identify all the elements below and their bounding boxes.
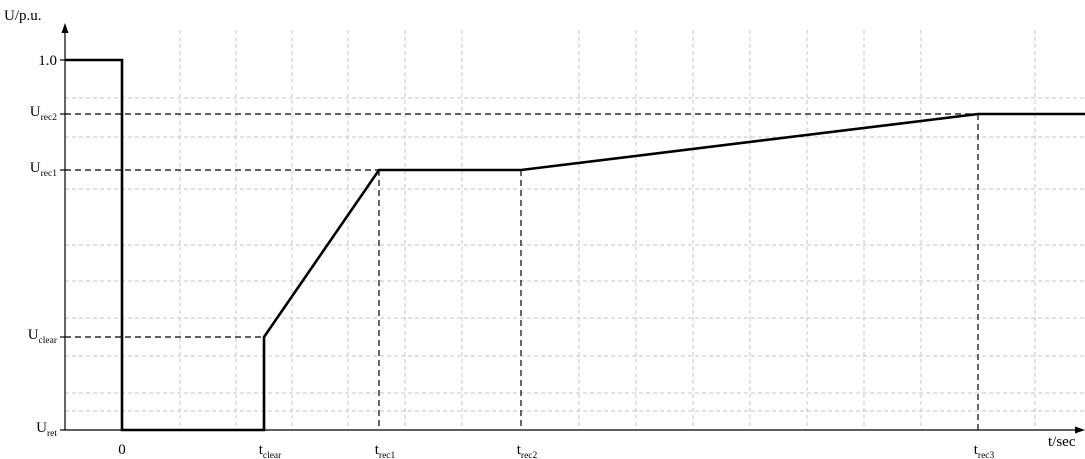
x-tick-label-t_rec2-sub: rec2 [521,451,538,459]
y-tick-label-U_rec1-main: U [30,160,41,176]
x-tick-label-t0-main: 0 [118,442,126,458]
y-tick-label-U_ret: Uret [36,420,57,439]
x-tick-label-t_clear-main: t [259,442,264,458]
x-tick-label-t_rec1-main: t [375,442,380,458]
guide-lines [65,113,979,430]
x-tick-label-t_rec1-sub: rec1 [379,451,396,459]
y-tick-label-U_rec2-main: U [30,104,41,120]
series-layer [65,58,1085,432]
y-tick-label-U_clear-main: U [28,327,39,343]
y-tick-label-U_rec1-sub: rec1 [41,169,58,179]
y-tick-label-U_1-main: 1.0 [38,53,57,69]
y-tick-label-U_clear: Uclear [28,327,58,346]
x-axis-title: t/sec [1048,434,1076,450]
x-tick-label-t_rec2: trec2 [517,442,538,459]
gridlines [65,30,1085,430]
y-tick-label-U_ret-main: U [36,420,47,436]
y-tick-label-U_1: 1.0 [38,53,57,69]
y-tick-label-U_rec2-sub: rec2 [41,113,58,123]
x-tick-label-t_rec3: trec3 [974,442,995,459]
x-tick-label-t_clear: tclear [259,442,282,459]
x-axis-arrowhead [1075,426,1085,434]
x-tick-label-t_rec2-main: t [517,442,522,458]
x-tick-label-t_rec1: trec1 [375,442,396,459]
x-tick-label-t0: 0 [118,442,126,458]
y-tick-label-U_ret-sub: ret [47,429,57,439]
y-axis-title: U/p.u. [4,8,42,24]
x-tick-label-t_clear-sub: clear [263,451,282,459]
x-tick-label-t_rec3-main: t [974,442,979,458]
y-tick-label-U_rec1: Urec1 [30,160,57,179]
y-tick-label-U_clear-sub: clear [39,336,58,346]
x-tick-label-t_rec3-sub: rec3 [978,451,995,459]
voltage-profile-line-0 [65,58,1085,432]
axes [61,23,1085,434]
y-axis-arrowhead [61,23,69,33]
y-tick-label-U_rec2: Urec2 [30,104,57,123]
